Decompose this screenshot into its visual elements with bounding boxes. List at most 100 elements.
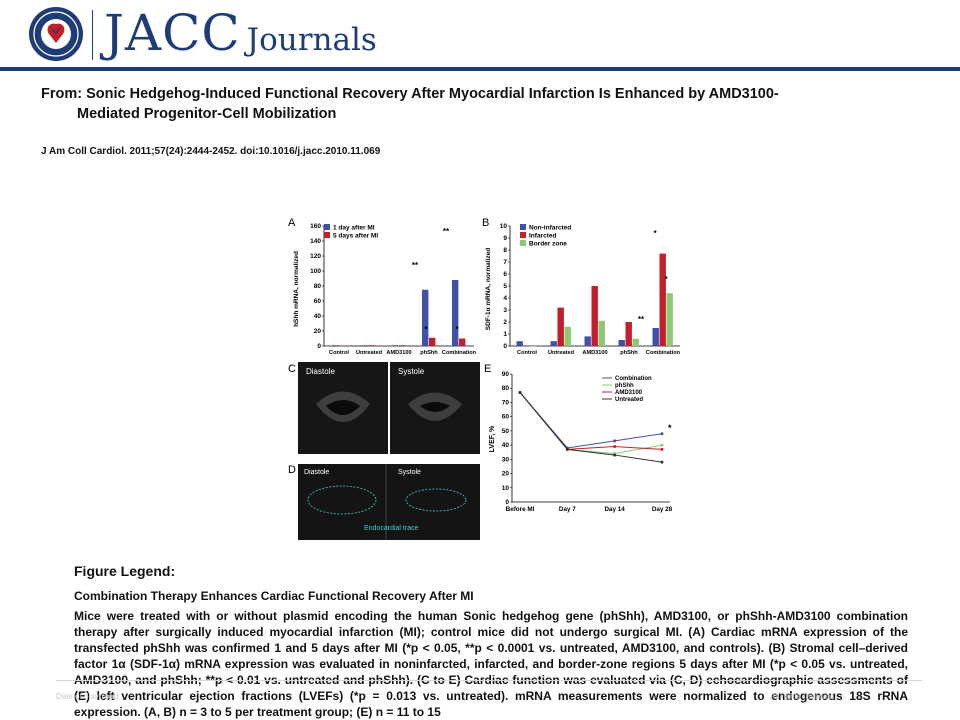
panel-d-systole-label: Systole bbox=[398, 469, 421, 476]
panel-b-chart: 0 1 2 3 4 5 6 7 8 9 10 Control Untreated AMD3100 phShh… bbox=[500, 223, 681, 356]
brand-divider bbox=[92, 10, 93, 60]
data-point bbox=[565, 447, 569, 451]
bar bbox=[550, 341, 557, 346]
title-line-2: Mediated Progenitor-Cell Mobilization bbox=[77, 106, 337, 122]
panel-e-chart: 0 10 20 30 40 50 60 70 80 90 Before MI Day 7 Day 14 D… bbox=[502, 371, 673, 513]
x-tick-label: Day 14 bbox=[605, 506, 626, 513]
bar bbox=[399, 345, 406, 346]
figure-legend-body: Mice were treated with or without plasmi… bbox=[74, 609, 908, 719]
y-tick-label: 9 bbox=[503, 235, 507, 242]
y-tick-label: 80 bbox=[314, 283, 322, 290]
y-tick-label: 100 bbox=[310, 268, 321, 275]
panel-b-ylabel: SDF-1α mRNA, normalized bbox=[485, 248, 492, 330]
y-tick-label: 1 bbox=[503, 331, 507, 338]
legend-entry: Combination bbox=[615, 376, 652, 382]
y-tick-label: 160 bbox=[310, 223, 321, 230]
citation: J Am Coll Cardiol. 2011;57(24):2444-2452… bbox=[41, 146, 381, 157]
y-tick-label: 3 bbox=[503, 307, 507, 314]
bar bbox=[625, 322, 632, 346]
y-tick-label: 20 bbox=[314, 328, 322, 335]
data-point bbox=[613, 453, 617, 457]
panel-b-letter: B bbox=[482, 217, 489, 229]
panel-c-letter: C bbox=[288, 363, 296, 375]
bar bbox=[618, 340, 625, 346]
x-tick-label: Control bbox=[517, 350, 537, 356]
legend-entry: 1 day after MI bbox=[333, 225, 375, 232]
bar bbox=[598, 320, 605, 346]
y-tick-label: 40 bbox=[314, 313, 322, 320]
x-tick-label: Untreated bbox=[356, 350, 383, 356]
bar bbox=[557, 307, 564, 346]
y-tick-label: 70 bbox=[502, 399, 510, 406]
y-tick-label: 0 bbox=[503, 343, 507, 350]
bar bbox=[591, 286, 598, 346]
panel-a-ylabel: hShh mRNA, normalized bbox=[293, 251, 300, 327]
significance-marker: * bbox=[668, 423, 672, 433]
legend-swatch bbox=[520, 224, 526, 230]
significance-marker: ** bbox=[638, 315, 645, 324]
y-tick-label: 40 bbox=[502, 442, 510, 449]
y-tick-label: 2 bbox=[503, 319, 507, 326]
legend-entry: Untreated bbox=[615, 397, 643, 403]
legend-swatch bbox=[520, 240, 526, 246]
data-point bbox=[660, 443, 664, 447]
significance-marker: * bbox=[664, 275, 668, 284]
y-tick-label: 5 bbox=[503, 283, 507, 290]
data-point bbox=[660, 432, 664, 436]
site-header: JACC Journals bbox=[0, 0, 960, 71]
y-tick-label: 4 bbox=[503, 295, 507, 302]
bar bbox=[564, 326, 571, 346]
acc-seal-icon bbox=[29, 7, 83, 61]
bar bbox=[422, 289, 429, 346]
legend-swatch bbox=[324, 224, 330, 230]
bar bbox=[452, 280, 459, 346]
brand-main: JACC bbox=[104, 4, 241, 62]
figure-legend-subtitle: Combination Therapy Enhances Cardiac Fun… bbox=[74, 589, 474, 603]
journal-brand[interactable]: JACC Journals bbox=[104, 4, 377, 62]
data-point bbox=[660, 460, 664, 464]
data-point bbox=[660, 447, 664, 451]
y-tick-label: 60 bbox=[502, 414, 510, 421]
data-point bbox=[518, 390, 522, 394]
brand-sub: Journals bbox=[246, 22, 377, 58]
legend-entry: Border zone bbox=[529, 241, 567, 248]
figure-image: A hShh mRNA, normalized 0204060801001201… bbox=[288, 217, 681, 540]
panel-e-letter: E bbox=[484, 363, 491, 375]
y-tick-label: 60 bbox=[314, 298, 322, 305]
panel-d-letter: D bbox=[288, 464, 296, 476]
bar bbox=[584, 336, 591, 346]
significance-marker: * bbox=[455, 325, 459, 334]
x-tick-label: AMD3100 bbox=[582, 350, 607, 356]
series-line bbox=[519, 392, 663, 463]
y-tick-label: 30 bbox=[502, 456, 510, 463]
x-tick-label: Combination bbox=[442, 350, 477, 356]
y-tick-label: 6 bbox=[503, 271, 507, 278]
article-title: From: Sonic Hedgehog-Induced Functional … bbox=[41, 84, 881, 124]
data-point bbox=[613, 439, 617, 443]
bar bbox=[429, 337, 436, 346]
significance-marker: ** bbox=[412, 261, 419, 270]
bar bbox=[332, 345, 339, 346]
footer-copyright: All rights reserved. bbox=[770, 692, 837, 701]
legend-swatch bbox=[520, 232, 526, 238]
y-tick-label: 90 bbox=[502, 371, 510, 378]
panel-e-ylabel: LVEF, % bbox=[489, 425, 496, 452]
bar bbox=[369, 345, 376, 346]
bar bbox=[516, 341, 523, 346]
y-tick-label: 20 bbox=[502, 471, 510, 478]
x-tick-label: Day 7 bbox=[559, 506, 576, 513]
significance-marker: ** bbox=[443, 227, 450, 236]
y-tick-label: 120 bbox=[310, 253, 321, 260]
bar bbox=[362, 345, 369, 346]
panel-c-systole-label: Systole bbox=[398, 367, 425, 376]
y-tick-label: 7 bbox=[503, 259, 507, 266]
y-tick-label: 10 bbox=[500, 223, 508, 230]
legend-swatch bbox=[324, 232, 330, 238]
legend-entry: 5 days after MI bbox=[333, 233, 378, 240]
legend-entry: AMD3100 bbox=[615, 390, 643, 396]
y-tick-label: 8 bbox=[503, 247, 507, 254]
x-tick-label: phShh bbox=[420, 350, 438, 356]
y-tick-label: 50 bbox=[502, 428, 510, 435]
bar bbox=[666, 293, 673, 346]
bar bbox=[659, 253, 666, 346]
